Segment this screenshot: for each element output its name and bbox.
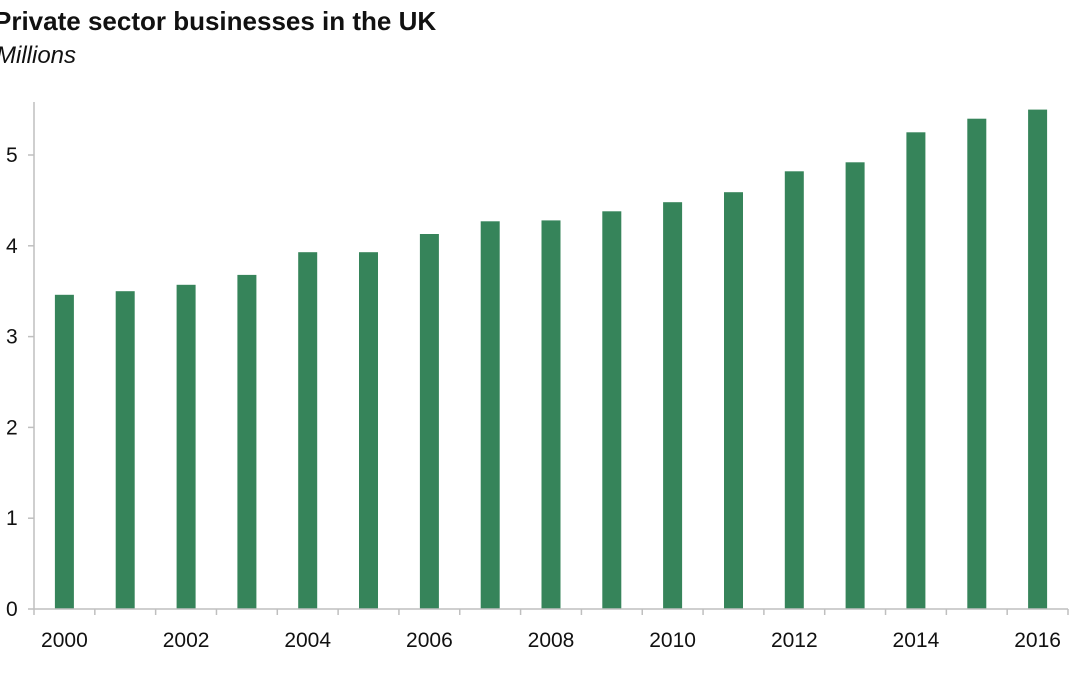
bar-2002	[176, 284, 196, 609]
bar-2000	[54, 294, 74, 609]
bar-2014	[906, 132, 926, 610]
y-tick-label: 0	[6, 598, 18, 621]
x-tick-label: 2012	[771, 629, 818, 652]
bar-2009	[602, 211, 622, 610]
x-tick-label: 2006	[406, 629, 453, 652]
bar-2004	[298, 252, 318, 609]
x-tick-label: 2016	[1014, 629, 1061, 652]
chart-title: Private sector businesses in the UK	[0, 6, 437, 36]
bar-2011	[724, 192, 743, 609]
bar-2012	[784, 171, 804, 610]
bar-2001	[115, 291, 135, 609]
bar-2013	[845, 162, 865, 610]
bar-2007	[480, 221, 500, 610]
y-tick-label: 1	[6, 507, 18, 530]
bar-2016	[1028, 109, 1048, 609]
y-tick-label: 4	[6, 235, 18, 258]
x-tick-label: 2002	[163, 629, 210, 652]
bar-2008	[541, 220, 561, 609]
x-tick-label: 2008	[528, 629, 575, 652]
bar-2010	[663, 202, 683, 609]
x-tick-label: 2010	[649, 629, 696, 652]
x-tick-label: 2004	[284, 629, 331, 652]
bar-2005	[359, 252, 378, 609]
y-tick-label: 2	[6, 416, 18, 439]
x-tick-label: 2014	[893, 629, 940, 652]
x-tick-label: 2000	[41, 629, 88, 652]
y-tick-label: 5	[6, 144, 18, 167]
bar-2003	[237, 274, 257, 609]
bar-2015	[967, 118, 987, 609]
chart-subtitle: Millions	[0, 42, 77, 69]
bar-2006	[419, 234, 439, 609]
y-tick-label: 3	[6, 326, 18, 349]
